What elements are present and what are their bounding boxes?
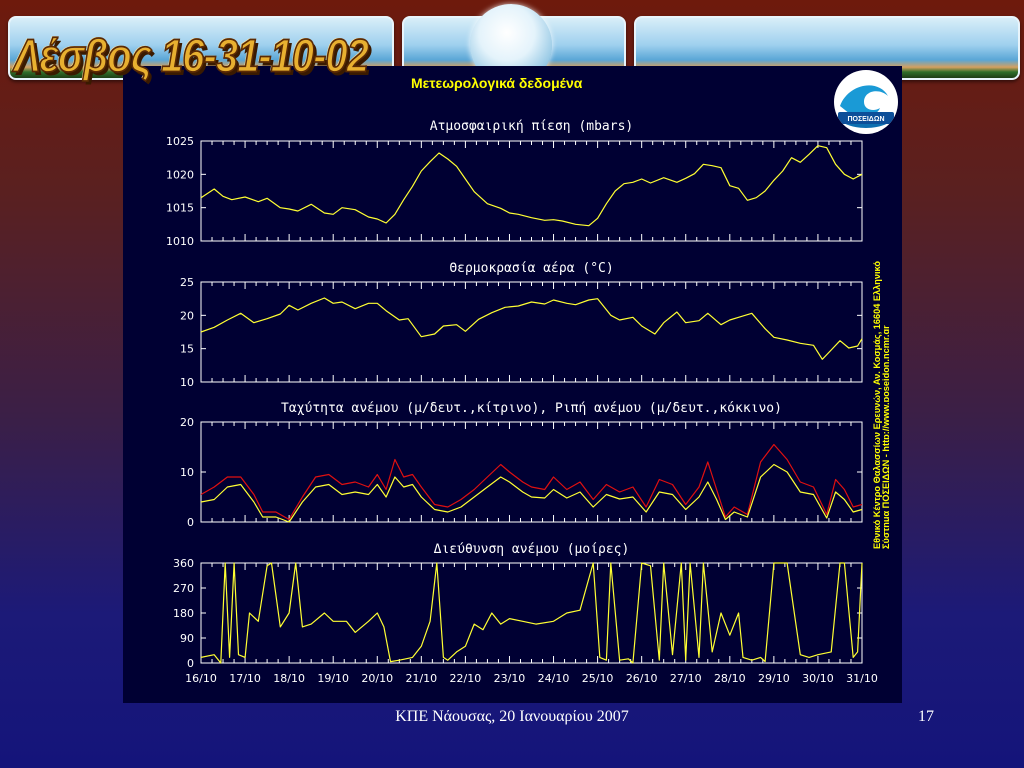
series-line-3-yellow [200, 562, 863, 664]
ytick-label-0-0: 1010 [166, 235, 194, 248]
charts-svg: Ατμοσφαιρική πίεση (mbars)10101015102010… [166, 119, 878, 685]
chart-title-2: Ταχύτητα ανέμου (μ/δευτ.,κίτρινο), Ριπή … [281, 401, 782, 416]
ytick-label-1-2: 20 [180, 309, 194, 322]
credit-line-2: Σύστημα ΠΟΣΕΙΔΩΝ - http://www.poseidon.n… [881, 325, 889, 549]
series-line-2-yellow [200, 463, 863, 523]
panel-heading: Μετεωρολογικά δεδομένα [411, 75, 583, 91]
xtick-label-4: 20/10 [361, 672, 393, 685]
wave-icon: ΠΟΣΕΙΔΩΝ [836, 72, 896, 132]
series-line-0-yellow [200, 145, 863, 227]
xtick-label-7: 23/10 [494, 672, 526, 685]
series-line-1-yellow [200, 297, 863, 360]
chart-title-0: Ατμοσφαιρική πίεση (mbars) [430, 119, 634, 134]
xtick-label-15: 31/10 [846, 672, 878, 685]
poseidon-logo: ΠΟΣΕΙΔΩΝ [834, 70, 898, 134]
ytick-label-2-0: 0 [187, 516, 194, 529]
ytick-label-2-1: 10 [180, 466, 194, 479]
xtick-label-6: 22/10 [450, 672, 482, 685]
xtick-label-3: 19/10 [317, 672, 349, 685]
series-line-2-red [200, 443, 863, 521]
credit-line-1: Εθνικό Κέντρο Θαλασσίων Ερευνών, Αν. Κοσ… [872, 261, 882, 549]
ytick-label-3-1: 90 [180, 632, 194, 645]
logo-text: ΠΟΣΕΙΔΩΝ [847, 116, 884, 123]
credit-text: Εθνικό Κέντρο Θαλασσίων Ερευνών, Αν. Κοσ… [869, 165, 891, 550]
xtick-label-8: 24/10 [538, 672, 570, 685]
ytick-label-0-3: 1025 [166, 135, 194, 148]
xtick-label-11: 27/10 [670, 672, 702, 685]
plot-frame-0 [200, 140, 863, 242]
plot-frame-1 [200, 281, 863, 383]
xtick-label-10: 26/10 [626, 672, 658, 685]
slide-footer: ΚΠΕ Νάουσας, 20 Ιανουαρίου 2007 [395, 708, 629, 725]
xtick-label-0: 16/10 [185, 672, 217, 685]
ytick-label-3-4: 360 [173, 557, 194, 570]
ytick-label-1-1: 15 [180, 343, 194, 356]
xtick-label-1: 17/10 [229, 672, 261, 685]
slide-title: Λέσβος 16-31-10-02 [13, 30, 369, 82]
ytick-label-3-0: 0 [187, 657, 194, 670]
xtick-label-5: 21/10 [405, 672, 437, 685]
plot-frame-2 [200, 421, 863, 523]
ytick-label-3-2: 180 [173, 607, 194, 620]
xtick-label-12: 28/10 [714, 672, 746, 685]
ytick-label-1-3: 25 [180, 276, 194, 289]
chart-title-1: Θερμοκρασία αέρα (°C) [449, 261, 613, 276]
xtick-label-2: 18/10 [273, 672, 305, 685]
ytick-label-3-3: 270 [173, 582, 194, 595]
xtick-label-13: 29/10 [758, 672, 790, 685]
plot-frame-3 [200, 562, 863, 664]
credit-svg: Εθνικό Κέντρο Θαλασσίων Ερευνών, Αν. Κοσ… [872, 261, 891, 549]
chart-title-3: Διεύθυνση ανέμου (μοίρες) [434, 542, 630, 557]
ytick-label-1-0: 10 [180, 376, 194, 389]
ytick-label-0-1: 1015 [166, 202, 194, 215]
ytick-label-2-2: 20 [180, 416, 194, 429]
xtick-label-14: 30/10 [802, 672, 834, 685]
chart-panel: Ατμοσφαιρική πίεση (mbars) 1010 1015 1020 10… [123, 66, 902, 703]
ytick-label-0-2: 1020 [166, 168, 194, 181]
page-number: 17 [918, 708, 934, 725]
xtick-label-9: 25/10 [582, 672, 614, 685]
